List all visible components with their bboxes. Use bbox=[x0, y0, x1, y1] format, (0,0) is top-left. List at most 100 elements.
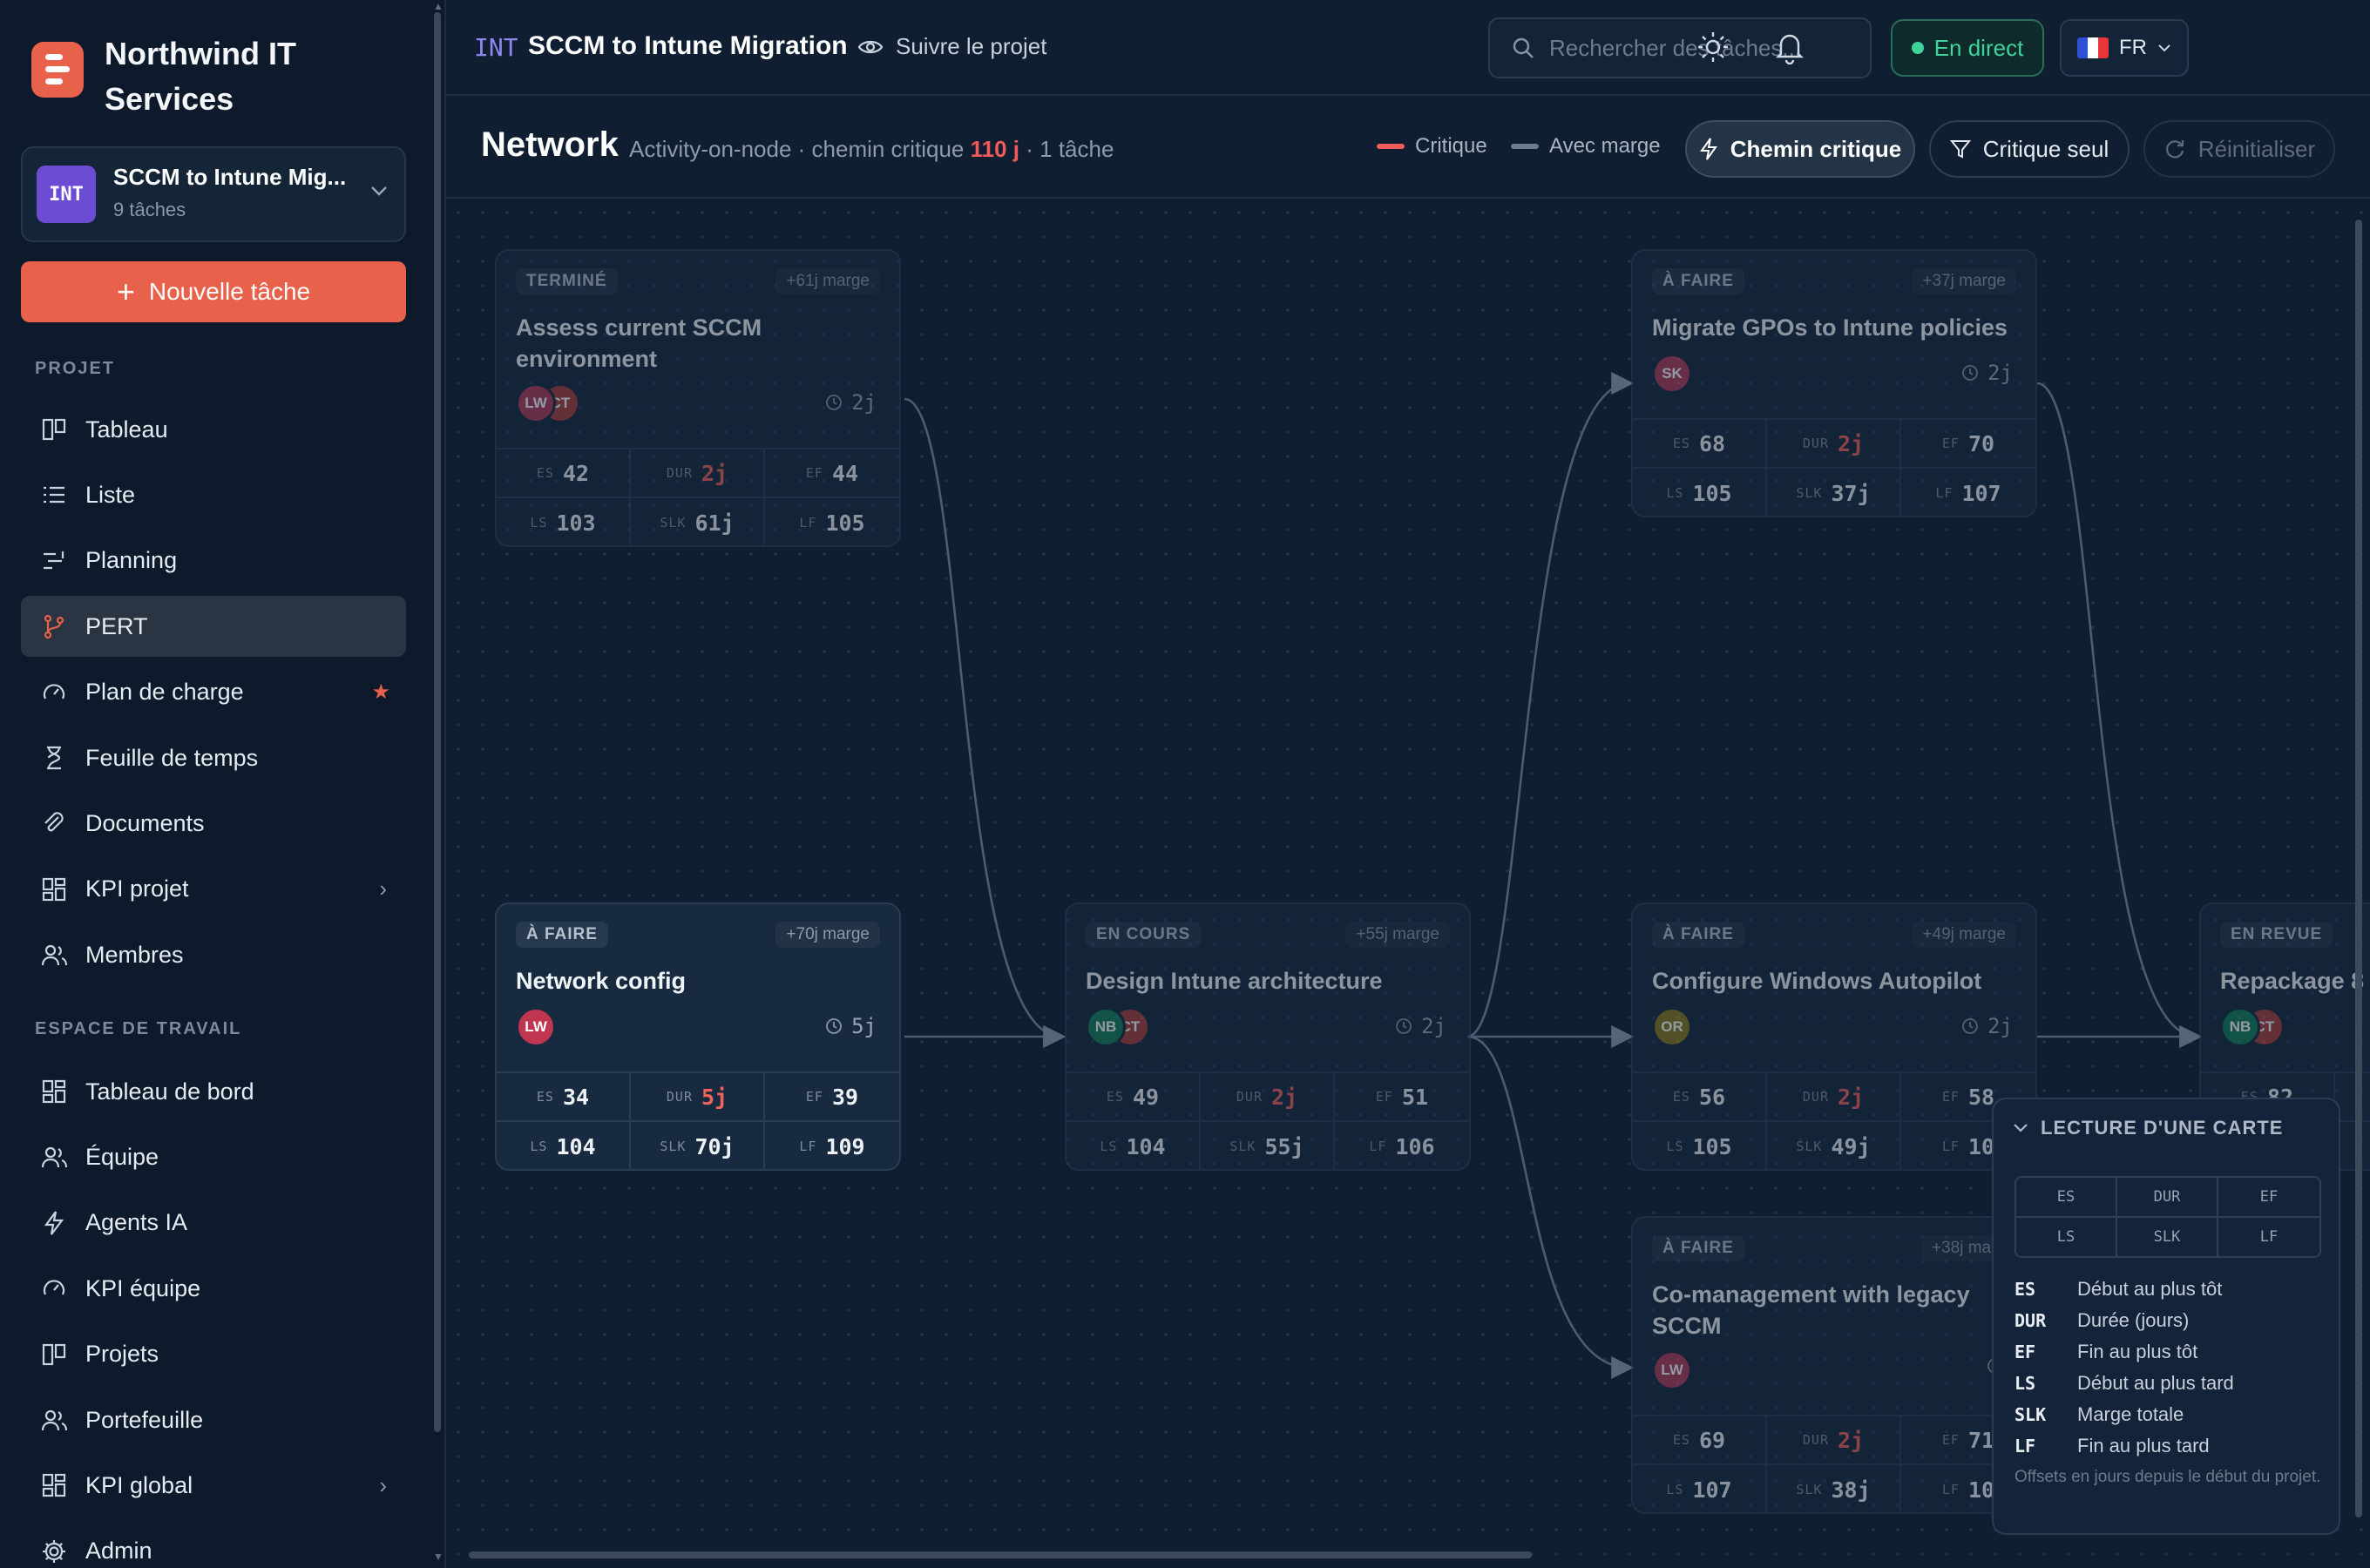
cell-value: 107 bbox=[1692, 1477, 1732, 1503]
cell-value: 71 bbox=[1967, 1427, 1995, 1453]
definition-value: Marge totale bbox=[2077, 1403, 2184, 1425]
avatar[interactable]: LW bbox=[516, 383, 556, 423]
sidebar-item-kpi-global[interactable]: KPI global › bbox=[21, 1455, 406, 1516]
assignees: LW bbox=[516, 1007, 556, 1047]
cell-label: LS bbox=[530, 1139, 548, 1154]
legend-panel-toggle[interactable]: LECTURE D'UNE CARTE bbox=[2013, 1117, 2283, 1139]
sidebar-item-equipe[interactable]: Équipe bbox=[21, 1126, 406, 1187]
project-switcher[interactable]: INT SCCM to Intune Mig... 9 tâches bbox=[21, 146, 406, 242]
brand[interactable]: Northwind IT Services bbox=[31, 31, 366, 122]
avatar[interactable]: LW bbox=[516, 1007, 556, 1047]
top-bar: INT SCCM to Intune Migration Suivre le p… bbox=[446, 0, 2370, 96]
legend-mini-grid: ES DUR EF LS SLK LF bbox=[2014, 1176, 2321, 1258]
cell-label: SLK bbox=[1796, 1482, 1823, 1497]
slack-line-icon bbox=[1511, 144, 1539, 149]
new-task-button[interactable]: + Nouvelle tâche bbox=[21, 261, 406, 322]
sidebar-item-portefeuille[interactable]: Portefeuille bbox=[21, 1389, 406, 1450]
follow-project-button[interactable]: Suivre le projet bbox=[857, 33, 1046, 60]
cell-dur: DUR 5j bbox=[631, 1073, 765, 1122]
sidebar-item-tableau-de-bord[interactable]: Tableau de bord bbox=[21, 1061, 406, 1122]
canvas-vertical-scrollbar[interactable] bbox=[2353, 206, 2365, 1547]
sidebar-item-admin[interactable]: Admin bbox=[21, 1521, 406, 1568]
filter-icon bbox=[1949, 140, 1971, 159]
sidebar-item-kpi-projet[interactable]: KPI projet › bbox=[21, 859, 406, 920]
avatar[interactable]: NB bbox=[1086, 1007, 1126, 1047]
sidebar-item-liste[interactable]: Liste bbox=[21, 464, 406, 525]
language-select[interactable]: FR bbox=[2060, 19, 2189, 77]
cell-value: 49 bbox=[1132, 1084, 1160, 1110]
live-status-button[interactable]: En direct bbox=[1891, 19, 2044, 77]
definition-value: Début au plus tôt bbox=[2077, 1278, 2223, 1300]
duration: 2j bbox=[825, 390, 877, 415]
cell-ef: EF 39 bbox=[765, 1073, 899, 1122]
reset-button[interactable]: Réinitialiser bbox=[2143, 120, 2335, 178]
sidebar-item-label: Feuille de temps bbox=[85, 744, 259, 771]
task-card[interactable]: TERMINÉ +61j marge Assess current SCCM e… bbox=[495, 249, 901, 547]
avatar[interactable]: NB bbox=[2220, 1007, 2260, 1047]
canvas-horizontal-scrollbar[interactable] bbox=[462, 1549, 2361, 1561]
schedule-grid: ES 49 DUR 2j EF 51 LS 104 SLK 55j LF 106 bbox=[1066, 1071, 1469, 1169]
favorite-star-icon[interactable]: ★ bbox=[371, 680, 390, 705]
sidebar-item-label: Membres bbox=[85, 941, 184, 968]
task-card[interactable]: EN COURS +55j marge Design Intune archit… bbox=[1065, 902, 1471, 1171]
search-box[interactable] bbox=[1488, 17, 1872, 78]
cell-label: SLK bbox=[660, 1139, 687, 1154]
sidebar-item-planning[interactable]: Planning bbox=[21, 531, 406, 591]
task-card[interactable]: À FAIRE +37j marge Migrate GPOs to Intun… bbox=[1631, 249, 2037, 517]
sidebar-item-feuille-de-temps[interactable]: Feuille de temps bbox=[21, 727, 406, 788]
critical-path-button[interactable]: Chemin critique bbox=[1685, 120, 1915, 178]
theme-toggle-sun-icon[interactable] bbox=[1692, 26, 1734, 68]
sidebar-item-pert[interactable]: PERT bbox=[21, 596, 406, 658]
sidebar-item-documents[interactable]: Documents bbox=[21, 793, 406, 854]
cell-ls: LS 104 bbox=[497, 1122, 631, 1169]
sidebar-item-label: Documents bbox=[85, 809, 205, 836]
task-card[interactable]: À FAIRE +49j marge Configure Windows Aut… bbox=[1631, 902, 2037, 1171]
cell-label: LF bbox=[1935, 485, 1954, 501]
sidebar-item-label: Portefeuille bbox=[85, 1406, 204, 1433]
project-code: INT bbox=[474, 33, 518, 62]
avatar[interactable]: SK bbox=[1652, 354, 1692, 394]
sidebar-item-membres[interactable]: Membres bbox=[21, 924, 406, 985]
sidebar-item-tableau[interactable]: Tableau bbox=[21, 399, 406, 460]
legend-definition: SLK Marge totale bbox=[2014, 1399, 2234, 1430]
sidebar-item-plan-de-charge[interactable]: Plan de charge ★ bbox=[21, 662, 406, 723]
cell-ls: LS 107 bbox=[1633, 1465, 1767, 1512]
cell-ef: EF 70 bbox=[1901, 420, 2035, 469]
sidebar-item-agents-ia[interactable]: Agents IA bbox=[21, 1193, 406, 1254]
legend-definition: LF Fin au plus tard bbox=[2014, 1430, 2234, 1462]
dashboard-icon bbox=[40, 1471, 68, 1499]
cell-label: SLK bbox=[660, 515, 687, 531]
cell-value: 61j bbox=[694, 510, 735, 536]
task-card[interactable]: À FAIRE +70j marge Network config LW 5j … bbox=[495, 902, 901, 1171]
live-dot-icon bbox=[1911, 42, 1924, 54]
cell-value: 2j bbox=[1270, 1084, 1298, 1110]
sidebar-scrollbar[interactable]: ▲ ▼ bbox=[433, 0, 444, 1563]
cell-label: LF bbox=[1941, 1139, 1960, 1154]
cell-es: ES 34 bbox=[497, 1073, 631, 1122]
pert-canvas[interactable]: TERMINÉ +61j marge Assess current SCCM e… bbox=[446, 200, 2370, 1568]
users-icon bbox=[40, 1143, 68, 1171]
task-card[interactable]: À FAIRE +38j marg Co-management with leg… bbox=[1631, 1216, 2037, 1514]
sidebar-item-label: Plan de charge bbox=[85, 679, 244, 706]
cell-value: 107 bbox=[1961, 480, 2001, 506]
cell-dur: DUR 2j bbox=[631, 449, 765, 498]
notifications-bell-icon[interactable] bbox=[1769, 26, 1811, 68]
project-title[interactable]: SCCM to Intune Migration bbox=[528, 31, 848, 60]
cell-value: 2j bbox=[701, 460, 728, 486]
assignees: NB CT bbox=[2220, 1007, 2285, 1047]
cell-label: LS bbox=[530, 515, 548, 531]
sidebar-item-projets[interactable]: Projets bbox=[21, 1324, 406, 1385]
france-flag-icon bbox=[2077, 37, 2109, 58]
sidebar-item-kpi-equipe[interactable]: KPI équipe bbox=[21, 1258, 406, 1319]
gear-icon bbox=[40, 1538, 68, 1565]
cell-value: 51 bbox=[1401, 1084, 1429, 1110]
critical-only-button[interactable]: Critique seul bbox=[1929, 120, 2130, 178]
bolt-icon bbox=[40, 1209, 68, 1237]
duration-value: 5j bbox=[851, 1014, 877, 1038]
cell-es: ES 56 bbox=[1633, 1073, 1767, 1122]
cell-label: LS bbox=[1666, 1139, 1684, 1154]
avatar[interactable]: OR bbox=[1652, 1007, 1692, 1047]
mini-cell: ES bbox=[2016, 1178, 2117, 1218]
avatar[interactable]: LW bbox=[1652, 1350, 1692, 1390]
schedule-grid: ES 42 DUR 2j EF 44 LS 103 SLK 61j LF 105 bbox=[497, 448, 899, 545]
